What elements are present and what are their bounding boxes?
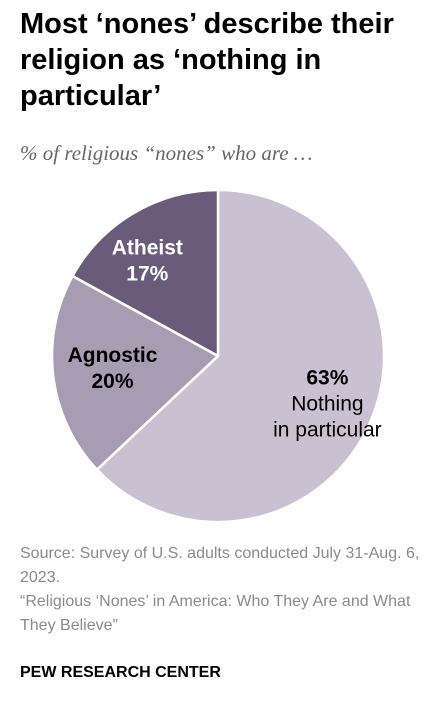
source-line: Source: Survey of U.S. adults conducted … (20, 545, 420, 586)
slice-label-nothing-in-particular: 63% Nothing in particular (273, 367, 382, 442)
pie-slice-atheist (71, 188, 220, 358)
brand-logo-text: PEW RESEARCH CENTER (20, 664, 221, 681)
pie-chart: 63% Nothing in particular Agnostic 20% Atheis… (50, 188, 386, 524)
source-note: Source: Survey of U.S. adults conducted … (20, 542, 430, 638)
slice-name-label: Atheist (112, 236, 183, 259)
slice-value-label: 20% (91, 370, 133, 393)
chart-subtitle: % of religious “nones” who are … (20, 141, 313, 165)
slice-name-label: Agnostic (68, 344, 158, 367)
report-title: “Religious ‘Nones’ in America: Who They … (20, 593, 411, 634)
pie-labels: 63% Nothing in particular Agnostic 20% Atheis… (68, 236, 382, 441)
slice-label-atheist: Atheist 17% (112, 236, 183, 285)
slice-name-label: Nothing (291, 393, 363, 416)
slice-label-agnostic: Agnostic 20% (68, 344, 158, 393)
pie-slices (50, 188, 386, 524)
slice-value-label: 17% (126, 262, 168, 285)
pie-slice-nothing-in-particular (95, 188, 386, 524)
pie-slice-agnostic (50, 274, 220, 471)
slice-value-label: 63% (306, 367, 348, 390)
slice-name-label: in particular (273, 419, 382, 442)
chart-title: Most ‘nones’ describe their religion as … (20, 8, 394, 112)
